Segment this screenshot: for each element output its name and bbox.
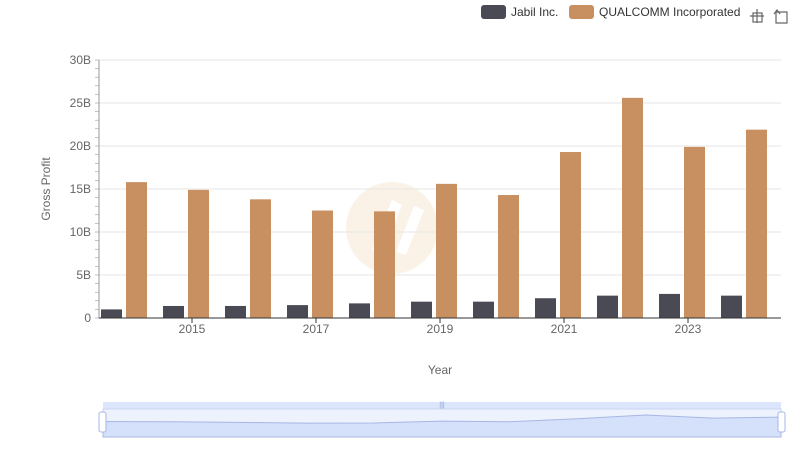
legend-swatch: [569, 5, 594, 19]
bar-qualcomm-2017[interactable]: [312, 210, 333, 319]
bar-jabil-2024[interactable]: [721, 295, 742, 318]
bar-jabil-2016[interactable]: [225, 305, 246, 318]
x-tick-label: 2019: [427, 322, 454, 336]
legend[interactable]: Jabil Inc. QUALCOMM Incorporated: [481, 5, 740, 19]
legend-label: Jabil Inc.: [511, 5, 558, 19]
y-tick-label: 0: [84, 311, 91, 325]
slider-right-handle[interactable]: [777, 411, 786, 433]
bar-jabil-2023[interactable]: [659, 293, 680, 318]
x-axis: 2015 2017 2019 2021 2023: [99, 317, 781, 336]
bar-qualcomm-2018[interactable]: [374, 211, 395, 318]
x-tick-label: 2017: [303, 322, 330, 336]
bar-jabil-2021[interactable]: [535, 298, 556, 318]
bar-jabil-2018[interactable]: [349, 303, 370, 318]
bar-qualcomm-2020[interactable]: [498, 195, 519, 318]
bar-qualcomm-2024[interactable]: [746, 129, 767, 318]
legend-swatch: [481, 5, 506, 19]
slider-drag-grip[interactable]: |||: [439, 402, 445, 409]
legend-item-qualcomm[interactable]: QUALCOMM Incorporated: [569, 5, 740, 19]
bar-jabil-2020[interactable]: [473, 301, 494, 318]
bar-jabil-2022[interactable]: [597, 295, 618, 318]
bar-qualcomm-2022[interactable]: [622, 97, 643, 318]
bar-jabil-2017[interactable]: [287, 305, 308, 318]
y-tick-label: 10B: [70, 225, 91, 239]
bar-qualcomm-2023[interactable]: [684, 146, 705, 318]
x-tick-label: 2021: [551, 322, 578, 336]
legend-label: QUALCOMM Incorporated: [599, 5, 740, 19]
y-tick-label: 30B: [70, 53, 91, 67]
x-axis-title: Year: [428, 363, 452, 377]
bar-jabil-2019[interactable]: [411, 301, 432, 318]
data-zoom-slider[interactable]: |||: [98, 402, 786, 438]
x-tick-label: 2015: [179, 322, 206, 336]
slider-preview-area: [102, 414, 782, 438]
y-tick-label: 25B: [70, 96, 91, 110]
x-tick-label: 2023: [675, 322, 702, 336]
bar-qualcomm-2016[interactable]: [250, 199, 271, 318]
bar-jabil-2015[interactable]: [163, 305, 184, 318]
bar-qualcomm-2019[interactable]: [436, 183, 457, 318]
slider-left-handle[interactable]: [98, 411, 107, 433]
y-tick-label: 5B: [76, 268, 91, 282]
reset-icon[interactable]: [773, 9, 788, 24]
bar-jabil-2014[interactable]: [101, 309, 122, 318]
slider-top-bar[interactable]: [103, 402, 781, 409]
bar-qualcomm-2014[interactable]: [126, 182, 147, 318]
y-tick-label: 20B: [70, 139, 91, 153]
y-axis: 0 5B 10B 15B 20B 25B 30B: [70, 53, 100, 325]
zoom-icon[interactable]: [750, 9, 764, 23]
bar-qualcomm-2021[interactable]: [560, 152, 581, 318]
bars: [101, 97, 767, 319]
legend-item-jabil[interactable]: Jabil Inc.: [481, 5, 558, 19]
y-tick-label: 15B: [70, 182, 91, 196]
y-axis-title: Gross Profit: [39, 157, 53, 221]
bar-qualcomm-2015[interactable]: [188, 189, 209, 318]
